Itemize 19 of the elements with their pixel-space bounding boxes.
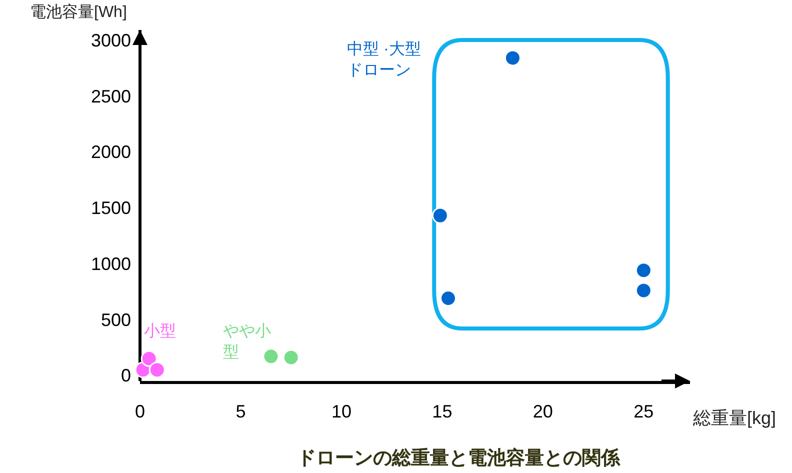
text: ドローンの総重量と電池容量との関係 xyxy=(297,447,621,469)
y-tick-label: 2500 xyxy=(90,86,131,106)
series-label: 小型 xyxy=(144,322,176,340)
y-tick-label: 1000 xyxy=(90,254,131,274)
text: 中型 ·大型ドローン xyxy=(347,40,421,79)
x-tick-label: 5 xyxy=(236,402,246,422)
x-axis-title: 総重量[kg] xyxy=(692,408,776,428)
y-tick-label: 2000 xyxy=(90,142,131,162)
x-tick-label: 25 xyxy=(634,402,654,422)
y-tick-label: 500 xyxy=(100,310,131,330)
x-tick-label: 20 xyxy=(532,402,553,422)
y-tick-label: 3000 xyxy=(90,30,131,50)
y-tick-label: 1500 xyxy=(90,198,131,218)
y-tick-label: 0 xyxy=(120,366,131,386)
x-tick-label: 10 xyxy=(331,402,352,422)
x-tick-label: 0 xyxy=(134,402,146,422)
x-tick-label: 15 xyxy=(432,402,452,422)
y-axis-title: 電池容量[Wh] xyxy=(30,3,127,21)
series-label: やや小型 xyxy=(223,322,271,361)
